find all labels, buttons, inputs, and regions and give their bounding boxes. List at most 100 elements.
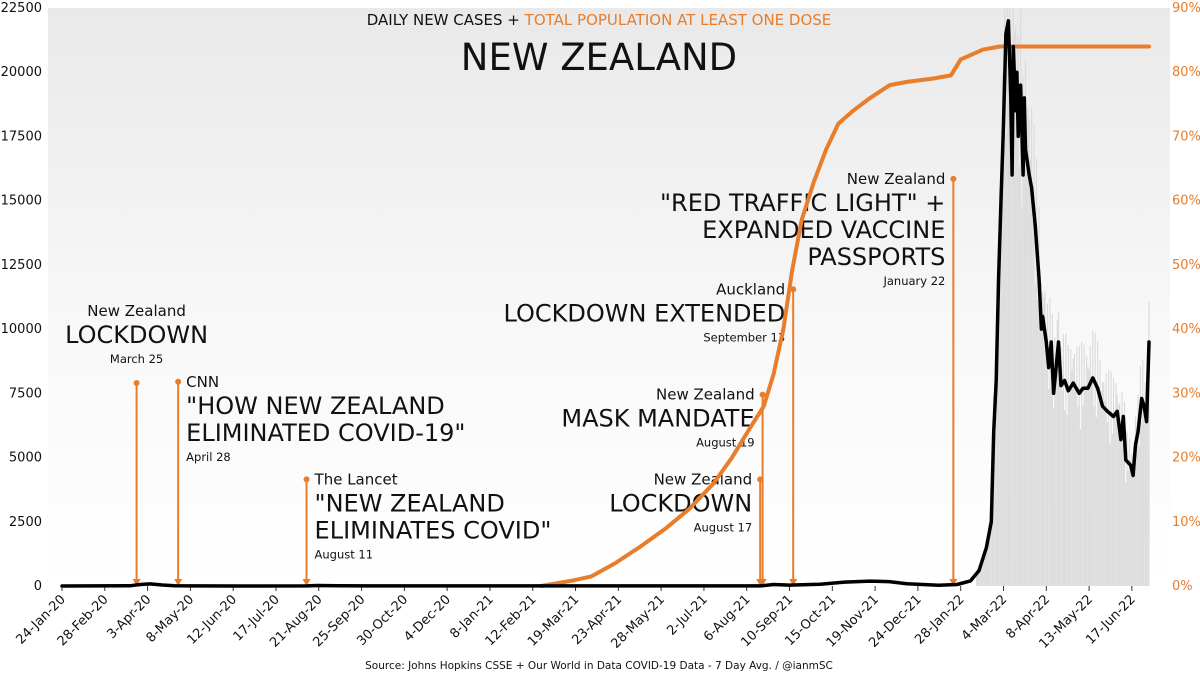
- left-tick-label: 22500: [1, 1, 42, 16]
- case-bar: [1092, 329, 1094, 586]
- case-bar: [1028, 119, 1030, 586]
- case-bar: [1116, 394, 1118, 586]
- case-bar: [1115, 383, 1117, 586]
- case-bar: [1072, 358, 1074, 586]
- right-tick-label: 70%: [1172, 129, 1200, 144]
- case-bar: [1108, 370, 1110, 586]
- right-tick-label: 80%: [1172, 65, 1200, 80]
- case-bar: [1117, 404, 1120, 586]
- case-bar: [988, 522, 990, 586]
- case-bar: [1062, 334, 1065, 586]
- plot-background: [48, 8, 1170, 586]
- case-bar: [990, 505, 992, 586]
- left-tick-label: 12500: [1, 258, 42, 273]
- case-bar: [1057, 311, 1060, 586]
- case-bar: [1045, 339, 1047, 586]
- case-bar: [1097, 340, 1099, 586]
- case-bar: [1120, 439, 1122, 586]
- case-bar: [996, 312, 998, 586]
- case-bar: [1006, 8, 1008, 586]
- right-tick-label: 20%: [1172, 451, 1200, 466]
- cases-line: [60, 19, 1151, 588]
- annotation-marker: [759, 391, 766, 398]
- left-tick-label: 20000: [1, 65, 42, 80]
- annotation-marker: [790, 286, 797, 293]
- annotation-arrow: [174, 579, 183, 586]
- case-bar: [998, 238, 1000, 587]
- chart-title: NEW ZEALAND: [461, 36, 737, 79]
- source-note: Source: Johns Hopkins CSSE + Our World i…: [365, 660, 833, 672]
- left-axis: 0 2500 5000 7500 10000 12500 15000 17500 20000 22…: [1, 1, 42, 594]
- right-tick-label: 60%: [1172, 194, 1200, 209]
- case-bar: [1021, 207, 1023, 586]
- case-bar: [1055, 360, 1057, 586]
- case-bar: [1130, 460, 1132, 586]
- case-bar: [1035, 158, 1038, 586]
- chart-subtitle: DAILY NEW CASES + TOTAL POPULATION AT LE…: [367, 11, 832, 29]
- case-bar: [1094, 332, 1096, 586]
- annotation-source: New Zealand: [87, 302, 186, 320]
- case-bar: [1110, 371, 1112, 586]
- case-bar: [1095, 417, 1098, 586]
- right-tick-label: 90%: [1172, 1, 1200, 16]
- case-bar: [1133, 452, 1135, 586]
- x-tick-label: 4-Dec-20: [401, 592, 454, 645]
- case-bar: [1086, 355, 1088, 586]
- case-bar: [975, 576, 978, 586]
- subtitle-vaccination: TOTAL POPULATION AT LEAST ONE DOSE: [524, 11, 832, 29]
- case-bar: [1067, 345, 1069, 586]
- case-bar: [1031, 107, 1033, 586]
- case-bar: [1065, 333, 1067, 586]
- case-bar: [986, 542, 989, 586]
- case-bar: [1075, 381, 1077, 586]
- case-bar: [994, 413, 996, 586]
- case-bar: [1011, 105, 1013, 586]
- case-bar: [1040, 282, 1042, 586]
- case-bar: [1104, 401, 1106, 586]
- case-bar: [1082, 406, 1084, 586]
- case-bar: [1127, 470, 1129, 586]
- case-bar: [1105, 373, 1107, 586]
- case-bar: [1002, 154, 1005, 586]
- case-bar: [1007, 78, 1009, 586]
- left-tick-label: 10000: [1, 322, 42, 337]
- case-bar: [1068, 394, 1071, 586]
- annotation-date: January 22: [882, 274, 945, 288]
- case-bar: [1071, 370, 1073, 586]
- case-bar: [1137, 395, 1139, 586]
- case-bar: [1018, 165, 1020, 586]
- annotation-headline: EXPANDED VACCINE: [702, 216, 945, 244]
- left-tick-label: 5000: [9, 451, 42, 466]
- subtitle-cases: DAILY NEW CASES +: [367, 11, 525, 29]
- case-bars: [975, 8, 1150, 587]
- case-bar: [1038, 207, 1040, 586]
- annotation-headline: "NEW ZEALAND: [315, 489, 505, 517]
- case-bar: [1037, 299, 1039, 586]
- case-bar: [1123, 401, 1126, 586]
- case-bar: [1122, 434, 1124, 586]
- case-bar: [1136, 444, 1138, 586]
- case-bar: [983, 551, 985, 586]
- case-bar: [1121, 392, 1123, 586]
- annotation-arrow: [949, 579, 958, 586]
- annotation-marker: [303, 476, 310, 483]
- case-bar: [1144, 382, 1146, 586]
- case-bar: [1109, 443, 1111, 586]
- case-bar: [977, 568, 979, 586]
- case-bar: [1090, 383, 1093, 586]
- right-tick-label: 40%: [1172, 322, 1200, 337]
- case-bar: [1004, 8, 1006, 586]
- case-bar: [1033, 124, 1035, 587]
- case-bar: [1112, 378, 1115, 586]
- case-bar: [1053, 407, 1055, 586]
- case-bar: [1134, 416, 1137, 586]
- annotation-source: New Zealand: [656, 386, 755, 404]
- case-bar: [1046, 303, 1049, 586]
- annotation-headline: LOCKDOWN: [609, 489, 752, 517]
- case-bar: [982, 554, 984, 586]
- case-bar: [1009, 8, 1011, 586]
- annotation-source: New Zealand: [654, 470, 753, 488]
- annotation-date: August 17: [694, 520, 753, 534]
- case-bar: [1042, 292, 1044, 586]
- annotation-marker: [175, 378, 182, 385]
